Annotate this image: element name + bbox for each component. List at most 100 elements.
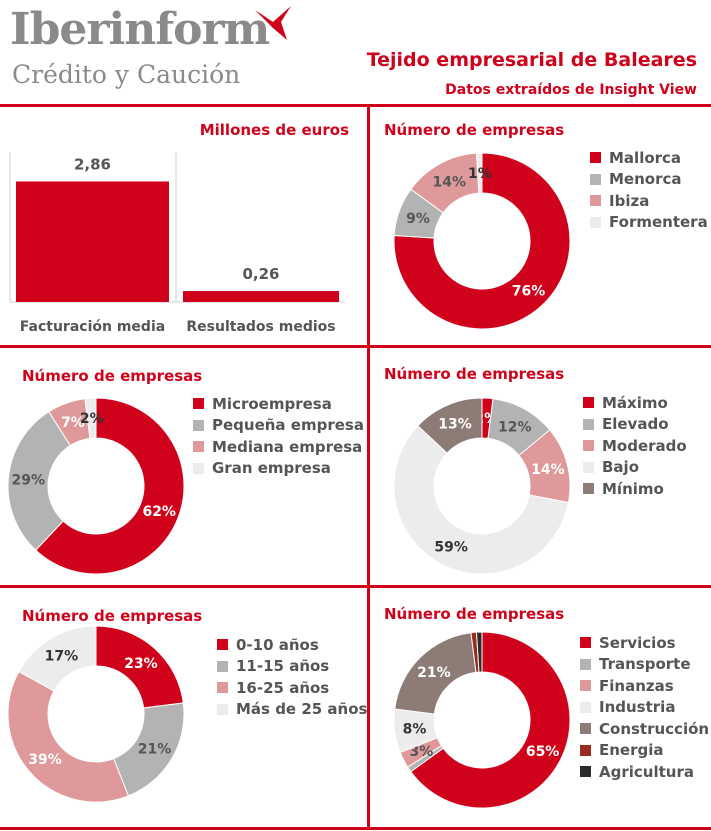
- legend-item-minimo: Mínimo: [583, 478, 687, 500]
- company-size-value-label-microempresa: 62%: [142, 504, 176, 520]
- legend-swatch: [217, 682, 228, 694]
- legend-item-elevado: Elevado: [583, 414, 687, 436]
- legend-swatch: [580, 658, 591, 670]
- brand-logo-mark-icon: [255, 6, 291, 40]
- company-size-slice-microempresa: [35, 397, 185, 575]
- bar-category-label-facturacion-media: Facturación media: [20, 319, 165, 335]
- legend-swatch: [583, 397, 594, 409]
- legend-label: Servicios: [599, 633, 676, 652]
- legend-swatch: [590, 195, 601, 207]
- legend-swatch: [193, 441, 204, 453]
- legend-label: Energia: [599, 741, 664, 760]
- brand-subtitle: Crédito y Caución: [12, 60, 241, 89]
- divider-vertical: [367, 104, 370, 830]
- islands-value-label-formentera: 1%: [468, 166, 492, 182]
- legend-swatch: [590, 152, 601, 164]
- legend-swatch: [193, 398, 204, 410]
- risk-chart-title: Número de empresas: [384, 365, 565, 383]
- risk-slice-minimo: [417, 397, 483, 454]
- islands-slice-mallorca: [393, 152, 571, 330]
- page-subtitle: Datos extraídos de Insight View: [445, 82, 697, 98]
- legend-label: 0-10 años: [236, 635, 319, 654]
- legend-item-16-25-anos: 16-25 años: [217, 677, 367, 699]
- sector-chart-title: Número de empresas: [384, 605, 565, 623]
- divider-header: [0, 104, 711, 107]
- legend-label: Más de 25 años: [236, 700, 368, 719]
- legend-label: Formentera: [609, 213, 708, 232]
- legend-item-gran-empresa: Gran empresa: [193, 458, 364, 480]
- bar-facturacion-media: [16, 181, 169, 302]
- legend-swatch: [580, 637, 591, 649]
- legend-swatch: [580, 766, 591, 778]
- legend-label: Mallorca: [609, 148, 682, 167]
- legend-item-energia: Energia: [580, 740, 709, 762]
- legend-swatch: [580, 680, 591, 692]
- islands-value-label-ibiza: 14%: [432, 174, 466, 190]
- legend-swatch: [580, 701, 591, 713]
- legend-swatch: [217, 639, 228, 651]
- legend-item-finanzas: Finanzas: [580, 675, 709, 697]
- page-title: Tejido empresarial de Baleares: [366, 49, 697, 71]
- legend-item-agricultura: Agricultura: [580, 761, 709, 783]
- legend-item-mallorca: Mallorca: [590, 147, 708, 169]
- legend-swatch: [590, 173, 601, 185]
- legend-swatch: [583, 440, 594, 452]
- legend-swatch: [583, 418, 594, 430]
- legend-label: Finanzas: [599, 676, 674, 695]
- legend-item-servicios: Servicios: [580, 632, 709, 654]
- legend-label: Mediana empresa: [212, 437, 363, 456]
- legend-sector: Servicios Transporte Finanzas Industria Cons…: [580, 632, 709, 783]
- legend-item-mas-de-25-anos: Más de 25 años: [217, 699, 367, 721]
- size-chart-title: Número de empresas: [22, 367, 203, 385]
- bar-category-label-resultados-medios: Resultados medios: [186, 319, 335, 335]
- sector-value-label-construccion: 21%: [417, 665, 451, 681]
- company-age-slice-16-25-anos: [7, 670, 130, 803]
- risk-value-label-elevado: 12%: [498, 419, 532, 435]
- legend-item-maximo: Máximo: [583, 392, 687, 414]
- legend-swatch: [580, 723, 591, 735]
- legend-swatch: [193, 419, 204, 431]
- divider-row-1: [0, 345, 711, 348]
- risk-slice-bajo: [393, 425, 570, 575]
- company-size-value-label-mediana-empresa: 7%: [61, 415, 85, 431]
- bar-chart-title: Millones de euros: [199, 121, 349, 139]
- legend-label: Moderado: [602, 436, 687, 455]
- brand-logo-text: Iberinform: [10, 4, 270, 55]
- legend-label: 11-15 años: [236, 657, 330, 676]
- legend-item-industria: Industria: [580, 697, 709, 719]
- legend-item-transporte: Transporte: [580, 654, 709, 676]
- legend-item-pequena-empresa: Pequeña empresa: [193, 415, 364, 437]
- divider-bottom: [0, 827, 711, 830]
- risk-value-label-minimo: 13%: [438, 417, 472, 433]
- company-size-value-label-pequena-empresa: 29%: [12, 473, 46, 489]
- age-chart-title: Número de empresas: [22, 607, 203, 625]
- company-size-slice-pequena-empresa: [7, 411, 71, 551]
- legend-swatch: [583, 483, 594, 495]
- company-size-slice-gran-empresa: [84, 397, 97, 439]
- legend-item-formentera: Formentera: [590, 212, 708, 234]
- legend-label: Construcción: [599, 719, 710, 738]
- legend-swatch: [583, 461, 594, 473]
- legend-islands: Mallorca Menorca Ibiza Formentera: [590, 147, 708, 233]
- risk-value-label-bajo: 59%: [434, 540, 468, 556]
- bar-value-label-resultados-medios: 0,26: [242, 265, 279, 283]
- company-age-value-label-0-10-anos: 23%: [124, 656, 158, 672]
- company-size-value-label-gran-empresa: 2%: [80, 411, 104, 427]
- legend-label: Gran empresa: [212, 459, 331, 478]
- legend-item-construccion: Construcción: [580, 718, 709, 740]
- legend-label: Ibiza: [609, 191, 650, 210]
- legend-risk: Máximo Elevado Moderado Bajo Mínimo: [583, 392, 687, 500]
- legend-swatch: [217, 660, 228, 672]
- islands-value-label-menorca: 9%: [406, 211, 430, 227]
- legend-swatch: [217, 703, 228, 715]
- sector-value-label-industria: 8%: [403, 722, 427, 738]
- sector-slice-agricultura: [475, 631, 483, 673]
- legend-label: Bajo: [602, 458, 640, 477]
- legend-label: Microempresa: [212, 394, 332, 413]
- islands-slice-formentera: [475, 152, 483, 194]
- legend-item-menorca: Menorca: [590, 169, 708, 191]
- legend-label: Pequeña empresa: [212, 416, 364, 435]
- company-age-slice-mas-de-25-anos: [18, 625, 97, 692]
- legend-label: Agricultura: [599, 762, 694, 781]
